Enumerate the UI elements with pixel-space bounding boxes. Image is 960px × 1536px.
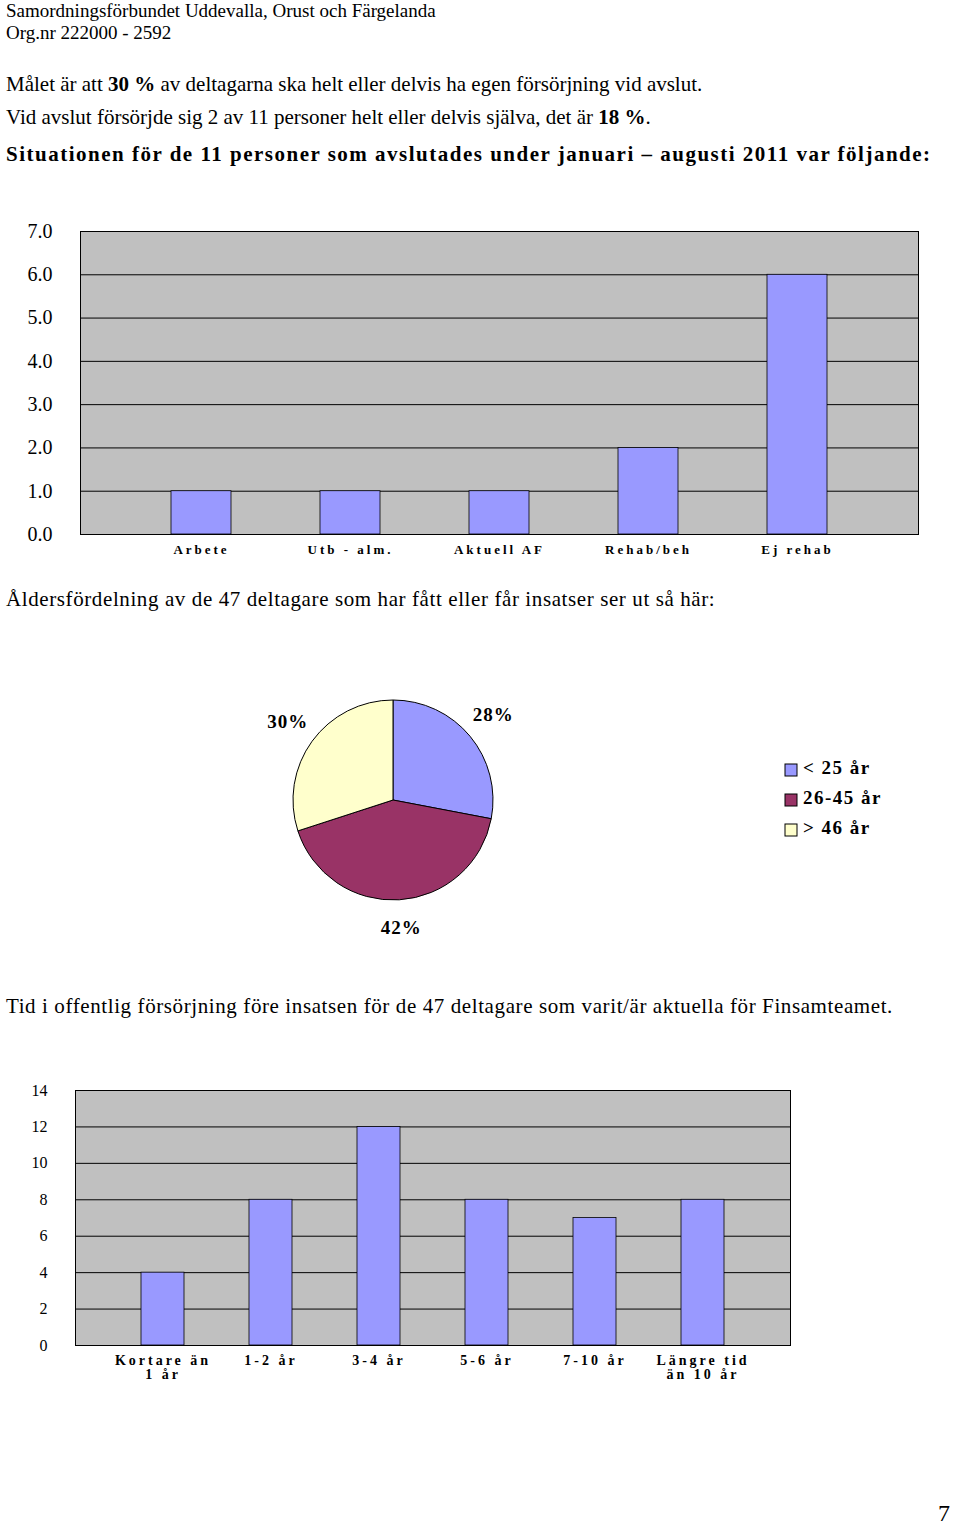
svg-text:Ej rehab: Ej rehab <box>761 542 834 557</box>
svg-text:Längre tidän 10 år: Längre tidän 10 år <box>656 1353 749 1382</box>
svg-text:Arbete: Arbete <box>173 542 229 557</box>
html-text:Målet är att 30 % av deltagarn: Målet är att 30 % av deltagarna ska helt… <box>6 72 703 96</box>
svg-text:8: 8 <box>40 1191 48 1208</box>
svg-text:2: 2 <box>40 1300 48 1317</box>
svg-text:Utb - alm.: Utb - alm. <box>308 542 394 557</box>
svg-text:0: 0 <box>40 1337 48 1354</box>
svg-text:7.0: 7.0 <box>28 220 53 242</box>
svg-text:10: 10 <box>32 1154 48 1171</box>
html-text:Org.nr 222000 - 2592: Org.nr 222000 - 2592 <box>6 22 172 43</box>
svg-text:Kortare än1 år: Kortare än1 år <box>115 1353 211 1382</box>
svg-text:7-10 år: 7-10 år <box>563 1353 626 1368</box>
html-text:Samordningsförbundet Uddevalla: Samordningsförbundet Uddevalla, Orust oc… <box>6 0 436 21</box>
svg-text:4: 4 <box>40 1264 48 1281</box>
html-text:Åldersfördelning av de 47 delt: Åldersfördelning av de 47 deltagare som … <box>6 587 716 611</box>
svg-text:5.0: 5.0 <box>28 306 53 328</box>
svg-text:< 25 år: < 25 år <box>803 757 871 778</box>
svg-text:6: 6 <box>40 1227 48 1244</box>
svg-text:26-45 år: 26-45 år <box>803 787 882 808</box>
svg-text:6.0: 6.0 <box>28 263 53 285</box>
svg-text:14: 14 <box>32 1082 48 1099</box>
html-text:Vid avslut försörjde sig 2 av: Vid avslut försörjde sig 2 av 11 persone… <box>6 105 651 129</box>
svg-text:1-2 år: 1-2 år <box>244 1353 297 1368</box>
svg-text:> 46 år: > 46 år <box>803 817 871 838</box>
html-text:Tid i offentlig försörjning fö: Tid i offentlig försörjning före insatse… <box>6 994 893 1018</box>
html-text:7: 7 <box>938 1500 950 1526</box>
svg-text:0.0: 0.0 <box>28 523 53 545</box>
svg-text:2.0: 2.0 <box>28 436 53 458</box>
svg-text:1.0: 1.0 <box>28 480 53 502</box>
svg-text:30%: 30% <box>267 711 308 732</box>
svg-text:42%: 42% <box>381 917 422 938</box>
svg-text:5-6 år: 5-6 år <box>460 1353 513 1368</box>
svg-text:3.0: 3.0 <box>28 393 53 415</box>
svg-text:Rehab/beh: Rehab/beh <box>605 542 692 557</box>
svg-text:28%: 28% <box>473 704 514 725</box>
svg-text:4.0: 4.0 <box>28 350 53 372</box>
svg-text:3-4 år: 3-4 år <box>352 1353 405 1368</box>
svg-text:12: 12 <box>32 1118 48 1135</box>
svg-text:Aktuell AF: Aktuell AF <box>454 542 545 557</box>
html-text:Situationen för de 11 personer: Situationen för de 11 personer som avslu… <box>6 142 932 166</box>
